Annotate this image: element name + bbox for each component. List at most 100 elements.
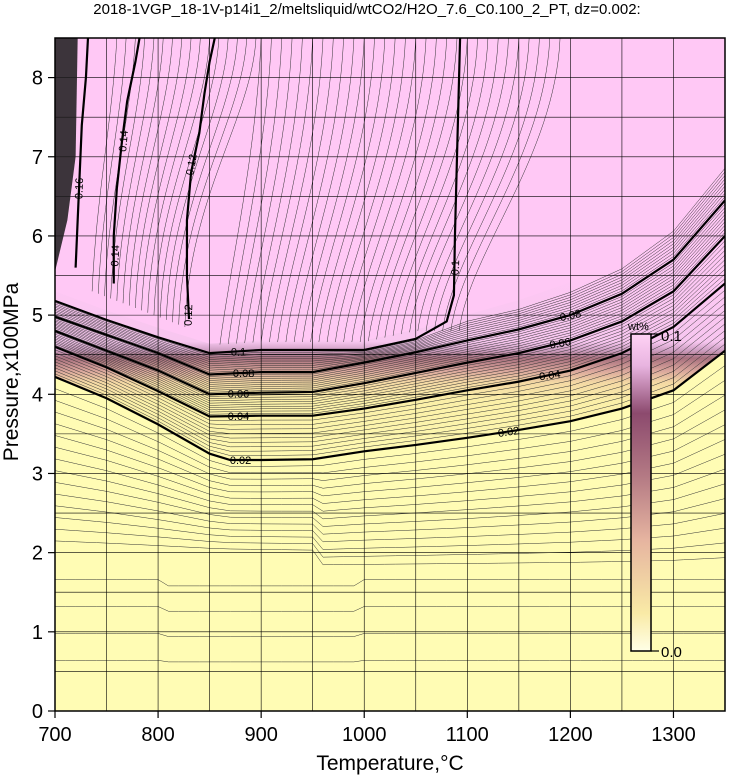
minor-contour xyxy=(153,38,210,316)
minor-contour xyxy=(55,303,725,430)
minor-contour xyxy=(128,38,173,306)
contour-label-0.04: 0.04 xyxy=(228,411,249,423)
minor-contour xyxy=(55,343,725,456)
minor-contour xyxy=(227,38,272,345)
minor-contour xyxy=(184,38,257,328)
minor-contour xyxy=(326,38,396,343)
minor-contour xyxy=(335,38,406,343)
minor-contour xyxy=(458,38,561,331)
minor-contour xyxy=(159,38,220,318)
minor-contour xyxy=(55,185,725,367)
contour-label-0.1: 0.1 xyxy=(450,260,463,276)
minor-contour xyxy=(55,203,725,377)
contour-label-text: 0.14 xyxy=(109,245,122,267)
minor-contour xyxy=(122,38,164,304)
minor-contour xyxy=(116,38,155,301)
x-tick-label: 1000 xyxy=(342,724,387,746)
contour-label-text: 0.16 xyxy=(73,178,86,200)
y-axis-title: Pressure,x100MPa xyxy=(0,282,23,461)
contour-label-text: 0.12 xyxy=(183,304,196,326)
y-tick-label: 1 xyxy=(32,622,43,644)
contour-0.06 xyxy=(55,235,725,396)
contour-label-text: 0.1 xyxy=(231,346,246,358)
contour-0.08 xyxy=(55,199,725,376)
x-tick-label: 1200 xyxy=(548,724,593,746)
minor-contour xyxy=(98,38,127,294)
minor-contour xyxy=(55,289,725,421)
colorbar: 0.1 0.0 wt% xyxy=(627,321,682,661)
minor-contour xyxy=(55,409,725,489)
contour-label-text: 0.06 xyxy=(228,388,249,400)
minor-contour xyxy=(318,38,386,343)
minor-contour xyxy=(442,38,540,331)
minor-contour xyxy=(55,505,725,543)
contour-label-0.02: 0.02 xyxy=(497,425,520,440)
contour-0.04 xyxy=(55,282,725,418)
minor-contour xyxy=(359,38,437,343)
minor-contour xyxy=(384,38,468,338)
minor-contour xyxy=(55,424,725,497)
minor-contour xyxy=(55,210,725,381)
minor-contour xyxy=(55,633,725,637)
pink-region xyxy=(55,38,725,344)
minor-contour xyxy=(141,38,192,311)
contour-label-text: 0.02 xyxy=(497,425,520,440)
minor-contour xyxy=(55,528,725,558)
noisy-region xyxy=(55,38,78,272)
contour-label-text: 0.04 xyxy=(538,369,561,384)
minor-contour xyxy=(55,254,725,404)
contour-0.1 xyxy=(55,38,462,355)
contour-label-text: 0.12 xyxy=(184,153,200,176)
minor-contour xyxy=(55,316,725,439)
contour-label-0.12: 0.12 xyxy=(183,304,196,326)
x-axis-title: Temperature,°C xyxy=(316,752,463,775)
contour-label-0.08: 0.08 xyxy=(559,308,582,324)
contour-label-0.08: 0.08 xyxy=(233,368,254,380)
contour-0.14 xyxy=(112,38,141,284)
minor-contour xyxy=(55,225,725,389)
contour-label-0.16: 0.16 xyxy=(73,178,86,200)
contour-label-0.12: 0.12 xyxy=(184,153,200,176)
x-axis: 700 800 900 1000 1100 1200 1300 xyxy=(38,711,696,746)
minor-contour xyxy=(55,207,725,379)
minor-contour xyxy=(260,38,313,343)
contour-label-0.06: 0.06 xyxy=(228,388,249,400)
y-tick-label: 5 xyxy=(32,305,43,327)
x-tick-label: 900 xyxy=(244,724,277,746)
minor-contour xyxy=(166,38,229,320)
contour-labels: 0.02 0.02 0.04 0.04 0.06 0.06 0.08 0.08 0.1 0.1 0.… xyxy=(73,130,582,467)
minor-contour xyxy=(376,38,458,340)
minor-contour xyxy=(219,38,262,345)
x-tick-label: 700 xyxy=(38,724,71,746)
chart-title: 2018-1VGP_18-1V-p14i1_2/meltsliquid/wtCO… xyxy=(93,1,640,18)
contour-0.12 xyxy=(185,38,216,320)
contour-label-0.06: 0.06 xyxy=(549,336,572,352)
colorbar-min-label: 0.0 xyxy=(661,644,682,661)
minor-contour xyxy=(55,310,725,434)
y-tick-label: 2 xyxy=(32,543,43,565)
y-tick-label: 0 xyxy=(32,701,43,723)
colorbar-scale xyxy=(630,333,652,652)
minor-contour xyxy=(55,269,725,411)
contour-0.16 xyxy=(74,38,90,268)
minor-contour xyxy=(55,540,725,566)
contour-label-text: 0.14 xyxy=(117,130,131,152)
major-contours xyxy=(55,38,725,462)
contour-label-text: 0.1 xyxy=(450,260,463,276)
contour-0.02 xyxy=(55,349,725,462)
y-tick-label: 3 xyxy=(32,463,43,485)
y-tick-label: 8 xyxy=(32,68,43,90)
minor-contour xyxy=(55,228,725,391)
plot-frame xyxy=(54,37,726,712)
minor-contour xyxy=(401,38,489,335)
minor-contour xyxy=(55,214,725,383)
minor-contour xyxy=(55,606,725,612)
minor-contour xyxy=(55,323,725,443)
minor-contour xyxy=(55,240,725,397)
y-tick-label: 4 xyxy=(32,384,43,406)
minor-contour xyxy=(55,175,725,360)
minor-contour xyxy=(147,38,201,313)
minor-contour xyxy=(392,38,478,336)
minor-contour xyxy=(55,273,725,413)
